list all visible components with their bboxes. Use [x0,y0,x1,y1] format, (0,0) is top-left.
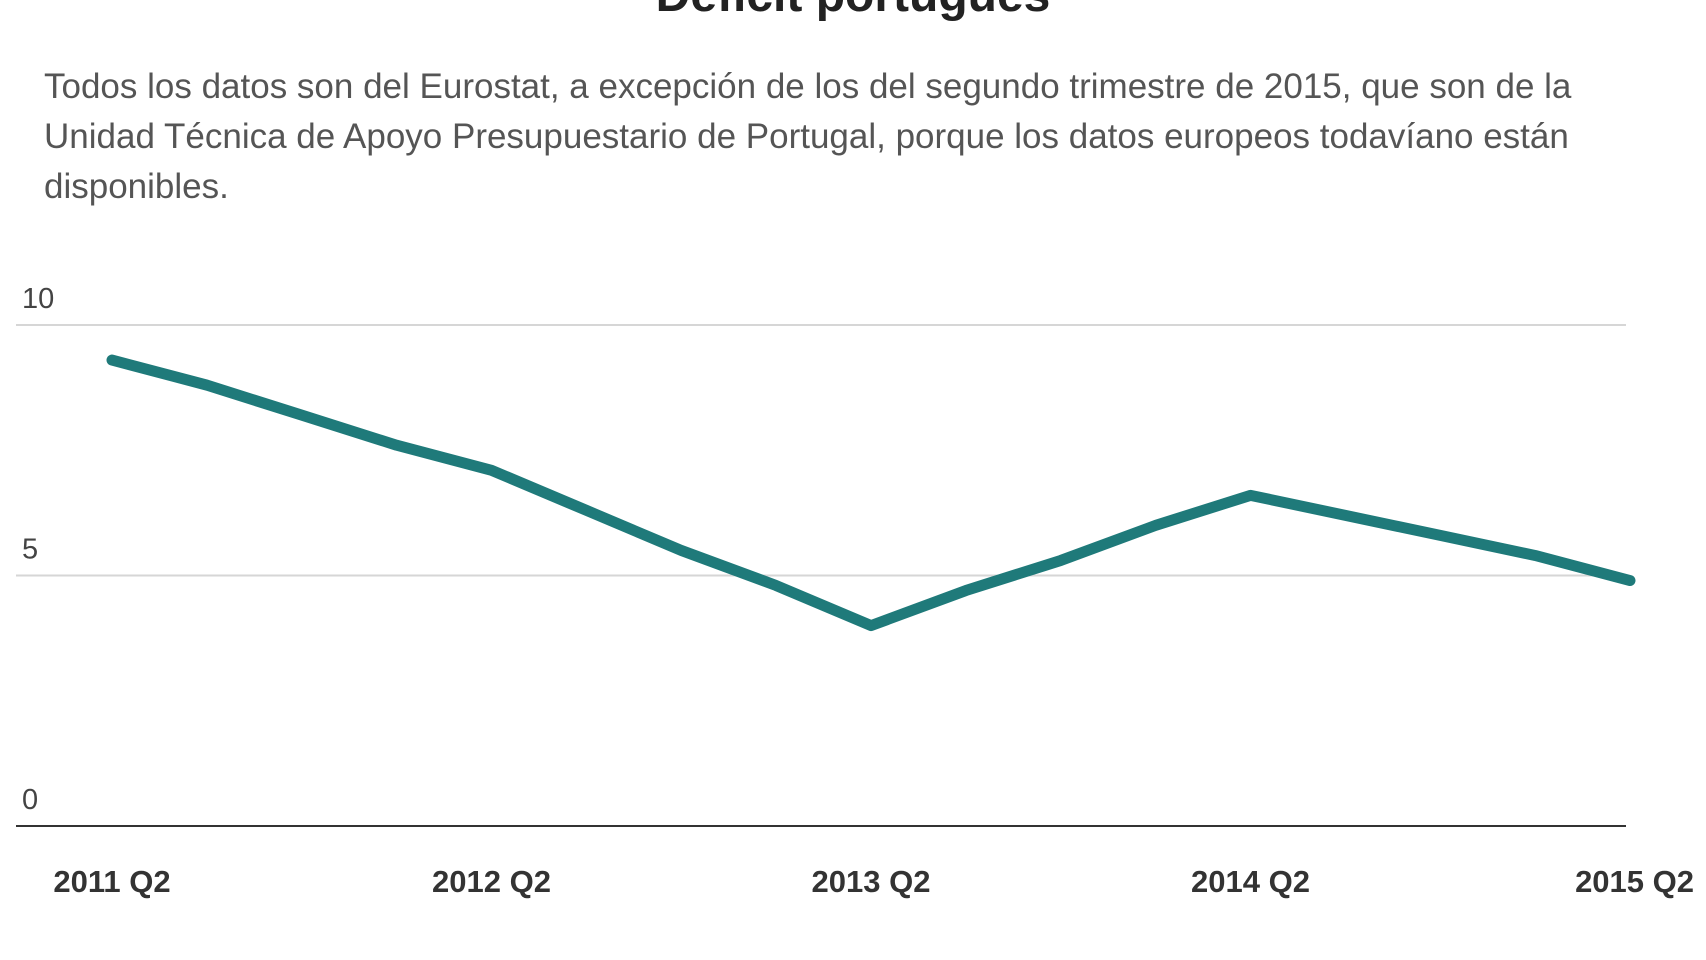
data-point-13 [1344,514,1346,516]
data-point-9 [965,590,967,592]
data-point-15 [1534,554,1536,556]
data-point-14 [1439,534,1441,536]
y-tick-label-5: 5 [22,534,38,566]
x-tick-label-2012-q2: 2012 Q2 [432,864,551,899]
gridlines [16,324,1626,827]
series-line-0 [106,354,1636,632]
y-tick-label-0: 0 [22,784,38,816]
chart-subtitle: Todos los datos son del Eurostat, a exce… [44,67,1572,206]
data-point-8 [870,625,872,627]
x-tick-label-2013-q2: 2013 Q2 [812,864,931,899]
data-point-0 [111,359,113,361]
x-tick-label-2011-q2: 2011 Q2 [53,864,170,899]
y-axis-ticks: 10 5 0 [22,283,54,816]
data-point-4 [491,469,492,471]
data-point-11 [1155,524,1157,526]
data-point-12 [1250,494,1251,496]
data-point-5 [585,509,587,511]
data-point-16 [1629,580,1631,582]
data-point-7 [775,585,777,587]
data-point-10 [1060,559,1062,561]
y-tick-label-10: 10 [22,283,54,315]
series-layer [106,354,1636,632]
data-point-6 [680,549,682,551]
data-point-2 [301,414,303,416]
data-point-3 [396,444,398,446]
x-tick-label-2015-q2: 2015 Q2 [1575,864,1694,899]
chart-title: Déficit portugués [0,0,1706,24]
x-tick-label-2014-q2: 2014 Q2 [1191,864,1310,899]
x-axis-ticks: 2011 Q2 2012 Q2 2013 Q2 2014 Q2 2015 Q2 [53,864,1694,899]
data-point-1 [206,384,208,386]
